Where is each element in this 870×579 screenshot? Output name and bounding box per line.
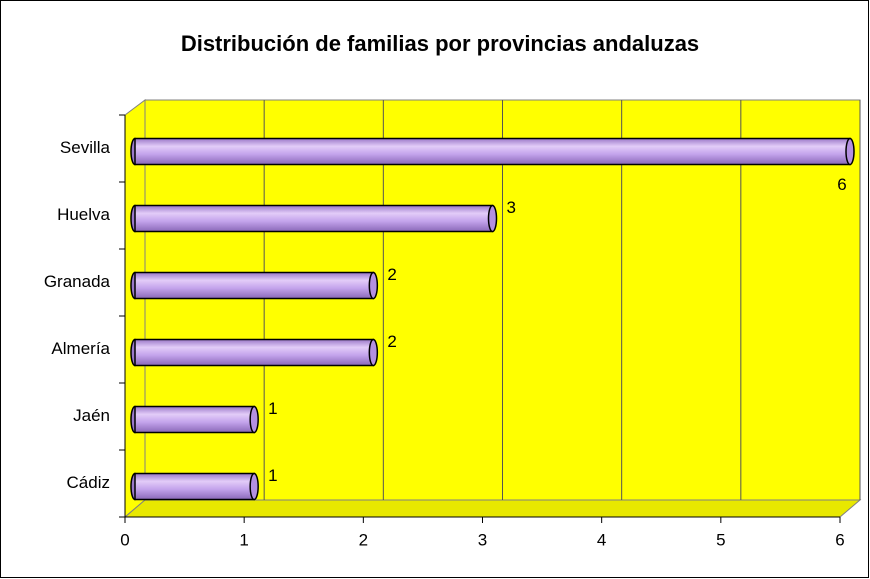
y-tick-label: Almería bbox=[51, 339, 110, 358]
x-tick-label: 2 bbox=[359, 530, 368, 549]
y-tick-label: Sevilla bbox=[60, 138, 111, 157]
bar-cap bbox=[368, 271, 379, 300]
x-tick-label: 6 bbox=[835, 530, 844, 549]
y-tick-label: Cádiz bbox=[67, 473, 110, 492]
x-tick-label: 3 bbox=[478, 530, 487, 549]
x-tick-label: 5 bbox=[716, 530, 725, 549]
bar bbox=[134, 405, 255, 434]
data-label: 1 bbox=[268, 466, 277, 485]
data-label: 6 bbox=[837, 175, 846, 194]
bar bbox=[134, 472, 255, 501]
x-tick-label: 1 bbox=[239, 530, 248, 549]
bar-cap bbox=[487, 204, 498, 233]
data-label: 1 bbox=[268, 399, 277, 418]
bar bbox=[134, 271, 375, 300]
y-tick-label: Jaén bbox=[73, 406, 110, 425]
x-tick-label: 4 bbox=[597, 530, 606, 549]
data-label: 3 bbox=[507, 198, 516, 217]
bar-cap bbox=[249, 472, 259, 501]
data-label: 2 bbox=[387, 332, 396, 351]
x-tick-label: 0 bbox=[120, 530, 129, 549]
y-tick-label: Granada bbox=[44, 272, 111, 291]
bar-cap bbox=[845, 137, 855, 166]
chart-title: Distribución de familias por provincias … bbox=[181, 31, 699, 56]
bar bbox=[134, 137, 851, 166]
data-label: 2 bbox=[387, 265, 396, 284]
bar-cap bbox=[249, 405, 259, 434]
y-tick-label: Huelva bbox=[57, 205, 110, 224]
bar bbox=[134, 204, 494, 233]
floor bbox=[123, 499, 862, 518]
bar-cap bbox=[368, 338, 379, 367]
bar bbox=[134, 338, 375, 367]
